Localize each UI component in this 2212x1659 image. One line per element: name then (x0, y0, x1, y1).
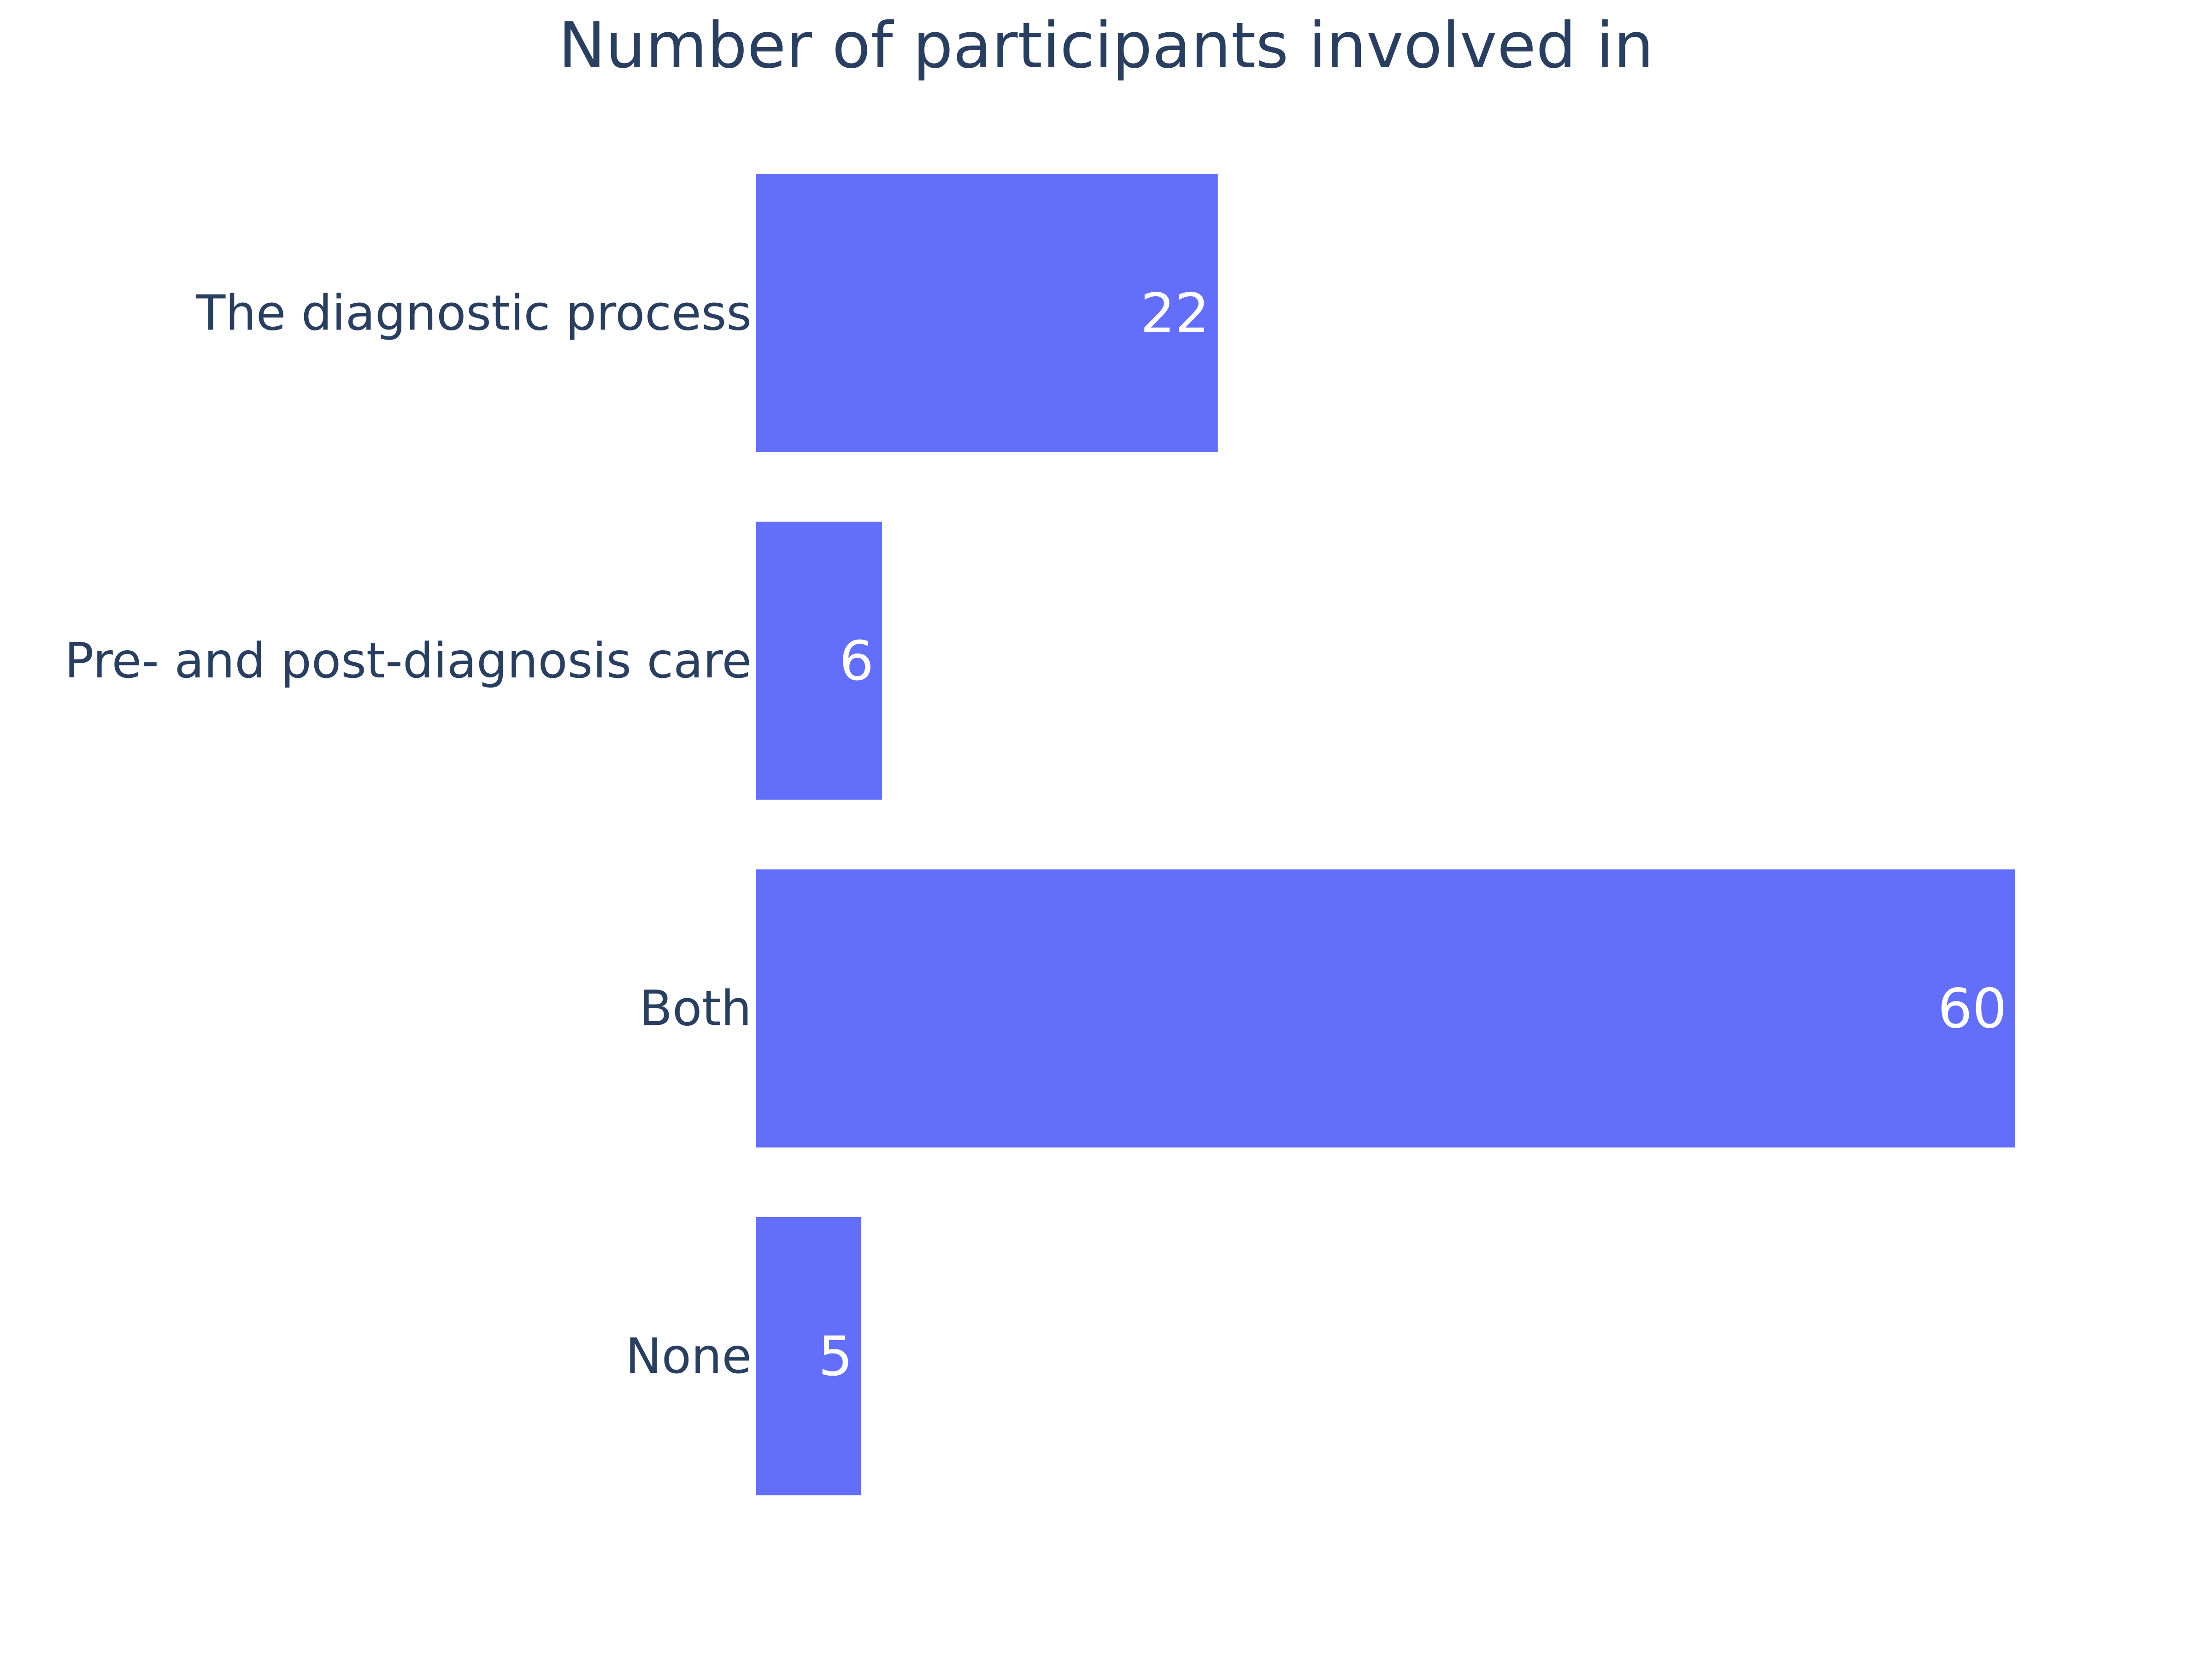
value-label: 6 (839, 629, 874, 693)
chart-title: Number of participants involved in (558, 9, 1654, 82)
category-label: Both (639, 980, 752, 1036)
value-label: 22 (1141, 281, 1210, 345)
value-label: 60 (1938, 977, 2007, 1040)
value-label: 5 (818, 1324, 853, 1388)
category-label: Pre- and post-diagnosis care (65, 633, 752, 689)
category-label: The diagnostic process (195, 285, 752, 341)
bar-3 (756, 1217, 861, 1495)
bar-0 (756, 174, 1218, 453)
category-label: None (625, 1328, 752, 1384)
bar-1 (756, 521, 882, 800)
bar-2 (756, 869, 2015, 1148)
